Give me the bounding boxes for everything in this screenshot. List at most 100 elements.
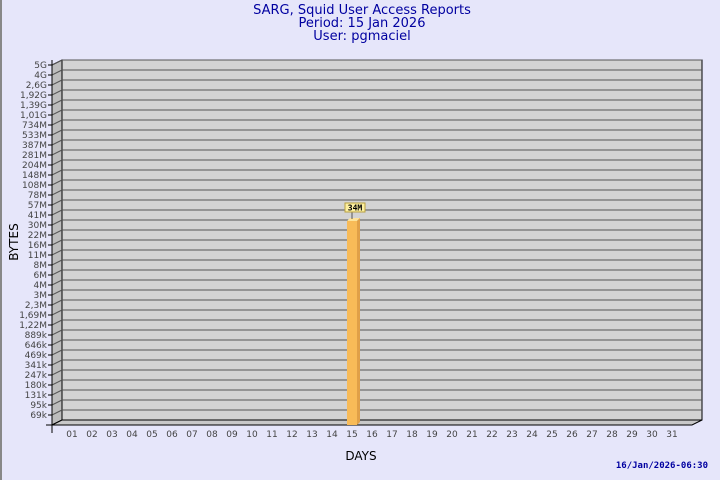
grid-line-side — [51, 189, 63, 196]
x-tick-label: 11 — [266, 430, 277, 440]
x-tick-label: 23 — [506, 430, 517, 440]
x-tick-label: 16 — [366, 430, 378, 440]
y-tick-label: 3M — [34, 291, 48, 301]
x-tick-label: 03 — [106, 430, 117, 440]
y-tick-label: 2,6G — [26, 81, 47, 91]
x-tick-label: 17 — [386, 430, 397, 440]
grid-line-side — [51, 359, 63, 366]
grid-line-side — [51, 109, 63, 116]
y-tick-label: 95k — [30, 401, 47, 411]
x-tick-label: 29 — [626, 430, 638, 440]
grid-line-side — [51, 79, 63, 86]
floor — [51, 419, 703, 426]
x-tick-label: 28 — [606, 430, 618, 440]
grid-line-side — [51, 179, 63, 186]
y-tick-label: 247k — [25, 371, 48, 381]
x-tick-label: 26 — [566, 430, 578, 440]
y-tick-label: 4G — [34, 71, 47, 81]
grid-line-side — [51, 269, 63, 276]
chart-period: Period: 15 Jan 2026 — [298, 16, 426, 31]
y-tick-label: 889k — [25, 331, 48, 341]
x-tick-label: 31 — [666, 430, 677, 440]
y-tick-label: 1,22M — [19, 321, 47, 331]
y-tick-label: 646k — [25, 341, 48, 351]
x-tick-label: 18 — [406, 430, 418, 440]
grid-line-side — [51, 209, 63, 216]
x-tick-label: 04 — [126, 430, 138, 440]
grid-line-side — [51, 289, 63, 296]
grid-line-side — [51, 319, 63, 326]
y-tick-label: 30M — [28, 221, 47, 231]
y-tick-label: 204M — [22, 161, 47, 171]
x-tick-label: 06 — [166, 430, 178, 440]
y-tick-label: 131k — [25, 391, 48, 401]
grid-line-side — [51, 259, 63, 266]
grid-line-side — [51, 219, 63, 226]
grid-line-side — [51, 329, 63, 336]
y-axis-label: BYTES — [7, 223, 21, 260]
grid-line-side — [51, 409, 63, 416]
y-tick-label: 41M — [28, 211, 47, 221]
y-tick-label: 281M — [22, 151, 47, 161]
grid-line-side — [51, 369, 63, 376]
x-tick-label: 25 — [546, 430, 557, 440]
x-tick-label: 15 — [346, 430, 357, 440]
data-label: 34M — [348, 203, 363, 212]
y-tick-label: 1,39G — [20, 101, 47, 111]
y-tick-label: 533M — [22, 131, 47, 141]
grid-line-side — [51, 279, 63, 286]
y-tick-label: 69k — [30, 411, 47, 421]
y-tick-label: 469k — [25, 351, 48, 361]
grid-line-side — [51, 69, 63, 76]
y-tick-label: 1,01G — [20, 111, 47, 121]
grid-line-side — [51, 169, 63, 176]
grid-line-side — [51, 59, 63, 66]
y-tick-label: 57M — [28, 201, 47, 211]
y-tick-label: 180k — [25, 381, 48, 391]
bar-top-15 — [347, 217, 360, 221]
grid-line-side — [51, 119, 63, 126]
y-tick-label: 108M — [22, 181, 47, 191]
x-tick-label: 14 — [326, 430, 338, 440]
y-tick-label: 1,92G — [20, 91, 47, 101]
y-tick-label: 734M — [22, 121, 47, 131]
grid-line-side — [51, 379, 63, 386]
y-tick-label: 148M — [22, 171, 47, 181]
x-tick-label: 09 — [226, 430, 238, 440]
x-tick-label: 10 — [246, 430, 258, 440]
x-tick-label: 12 — [286, 430, 297, 440]
data-label-box — [344, 202, 366, 213]
y-tick-label: 2,3M — [25, 301, 47, 311]
timestamp: 16/Jan/2026-06:30 — [615, 461, 708, 471]
y-tick-label: 16M — [28, 241, 47, 251]
grid-line-side — [51, 149, 63, 156]
x-tick-label: 02 — [86, 430, 97, 440]
y-tick-label: 22M — [28, 231, 47, 241]
y-tick-label: 341k — [25, 361, 48, 371]
y-tick-label: 11M — [28, 251, 47, 261]
x-tick-label: 08 — [206, 430, 218, 440]
grid-line-side — [51, 159, 63, 166]
grid-line-side — [51, 99, 63, 106]
y-tick-label: 4M — [34, 281, 48, 291]
x-axis-label: DAYS — [345, 449, 376, 463]
grid-line-side — [51, 399, 63, 406]
grid-line-side — [51, 349, 63, 356]
y-tick-label: 6M — [34, 271, 48, 281]
x-tick-label: 19 — [426, 430, 438, 440]
bar-day-15 — [347, 220, 357, 425]
grid-line-side — [51, 339, 63, 346]
grid-line-side — [51, 389, 63, 396]
grid-line-side — [51, 249, 63, 256]
x-tick-label: 13 — [306, 430, 317, 440]
chart-title: SARG, Squid User Access Reports — [253, 3, 471, 18]
grid-line-side — [51, 129, 63, 136]
x-tick-label: 05 — [146, 430, 157, 440]
x-tick-label: 21 — [466, 430, 477, 440]
x-tick-label: 20 — [446, 430, 458, 440]
grid-line-side — [51, 239, 63, 246]
y-tick-label: 387M — [22, 141, 47, 151]
y-tick-label: 8M — [34, 261, 48, 271]
